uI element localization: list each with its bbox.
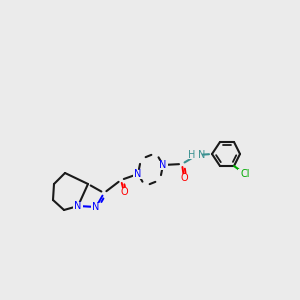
Text: O: O bbox=[180, 173, 188, 183]
FancyBboxPatch shape bbox=[158, 160, 168, 169]
FancyBboxPatch shape bbox=[238, 169, 253, 179]
FancyBboxPatch shape bbox=[179, 173, 188, 182]
Text: H: H bbox=[188, 150, 195, 160]
Text: N: N bbox=[159, 160, 167, 170]
Text: N: N bbox=[134, 169, 142, 179]
FancyBboxPatch shape bbox=[91, 202, 101, 211]
Text: N: N bbox=[92, 202, 100, 212]
FancyBboxPatch shape bbox=[119, 188, 128, 196]
FancyBboxPatch shape bbox=[73, 202, 83, 211]
FancyBboxPatch shape bbox=[188, 149, 202, 159]
FancyBboxPatch shape bbox=[133, 169, 143, 178]
Text: N: N bbox=[198, 150, 206, 160]
Text: N: N bbox=[74, 201, 82, 211]
Text: Cl: Cl bbox=[240, 169, 250, 179]
Text: O: O bbox=[120, 187, 128, 197]
